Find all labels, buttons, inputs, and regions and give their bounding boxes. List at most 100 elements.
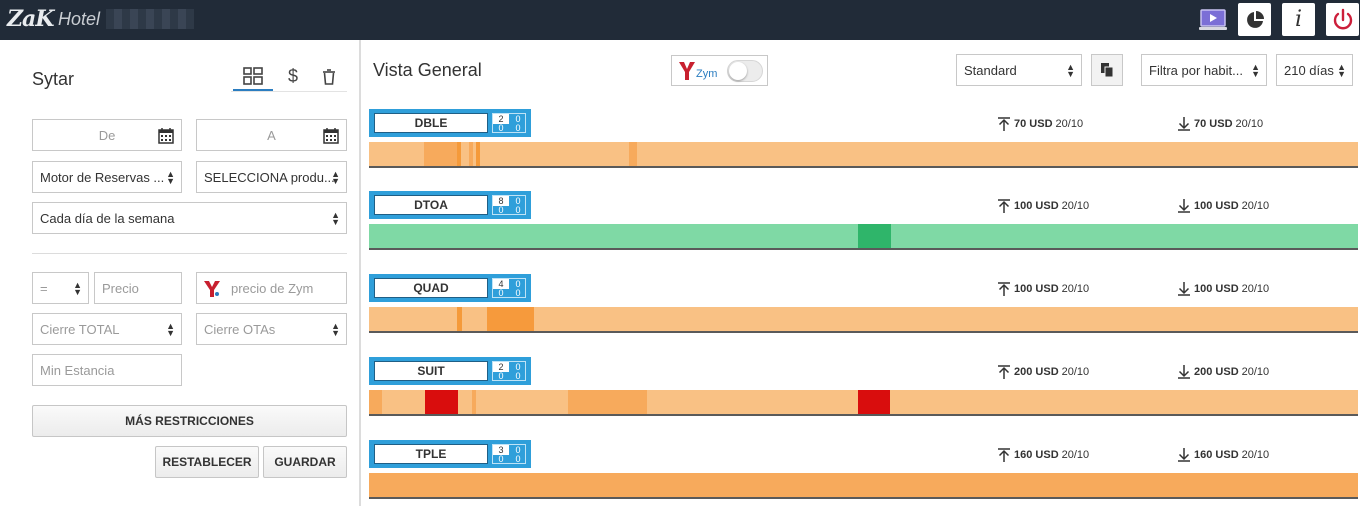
closure-total-select[interactable]: Cierre TOTAL ▲ ▼ (32, 313, 182, 345)
power-icon (1333, 8, 1352, 29)
price-input[interactable]: Precio (94, 272, 182, 304)
min-price-value: 70 USD (1194, 118, 1233, 130)
save-button[interactable]: GUARDAR (263, 446, 347, 478)
availability-segment[interactable] (468, 142, 473, 166)
select-arrows-icon: ▲ ▼ (331, 210, 340, 227)
room-count-detail: 0 (515, 371, 521, 381)
availability-bar[interactable] (369, 390, 1358, 416)
room-count: 2 (493, 114, 509, 124)
days-value: 210 días (1284, 62, 1334, 78)
room-tag[interactable]: QUAD 4 0 0 0 (369, 274, 531, 302)
zym-logo-icon (204, 281, 220, 297)
availability-bar[interactable] (369, 142, 1358, 168)
more-restrictions-button[interactable]: MÁS RESTRICCIONES (32, 405, 347, 437)
availability-bar[interactable] (369, 224, 1358, 250)
room-name[interactable]: SUIT (374, 361, 488, 381)
logout-button[interactable] (1326, 3, 1359, 36)
room-tag[interactable]: SUIT 2 0 0 0 (369, 357, 531, 385)
max-price-date: 20/10 (1061, 449, 1090, 461)
weekday-select[interactable]: Cada día de la semana ▲ ▼ (32, 202, 347, 234)
availability-segment[interactable] (857, 224, 892, 248)
closure-otas-select[interactable]: Cierre OTAs ▲ ▼ (196, 313, 347, 345)
max-price: 200 USD 20/10 (997, 365, 1089, 379)
room-availability: 3 0 0 0 (492, 444, 526, 464)
toggle-knob (729, 62, 747, 80)
booking-engine-select[interactable]: Motor de Reservas ... ▲ ▼ (32, 161, 182, 193)
info-button[interactable]: i (1282, 3, 1315, 36)
operator-select[interactable]: = ▲ ▼ (32, 272, 89, 304)
select-arrows-icon: ▲ ▼ (331, 169, 340, 186)
room-name[interactable]: DBLE (374, 113, 488, 133)
availability-segment[interactable] (425, 390, 458, 414)
availability-bar[interactable] (369, 473, 1358, 499)
max-price-value: 160 USD (1014, 449, 1059, 461)
min-price-date: 20/10 (1241, 283, 1270, 295)
arrow-down-icon (1178, 282, 1190, 296)
room-count-detail: 0 (515, 205, 521, 215)
availability-segment[interactable] (486, 307, 535, 331)
select-arrows-icon: ▲ ▼ (1337, 62, 1346, 79)
min-stay-input[interactable]: Min Estancia (32, 354, 182, 386)
max-price: 100 USD 20/10 (997, 282, 1089, 296)
select-arrows-icon: ▲ ▼ (1066, 62, 1075, 79)
max-price-value: 100 USD (1014, 283, 1059, 295)
availability-segment[interactable] (567, 390, 647, 414)
availability-segment[interactable] (457, 307, 462, 331)
room-tag[interactable]: DTOA 8 0 0 0 (369, 191, 531, 219)
arrow-down-icon (1178, 117, 1190, 131)
select-arrows-icon: ▲ ▼ (73, 280, 82, 297)
room-name[interactable]: TPLE (374, 444, 488, 464)
date-from-field[interactable]: De (32, 119, 182, 151)
availability-segment[interactable] (457, 142, 461, 166)
rates-tab[interactable]: $ (273, 62, 313, 91)
min-price: 200 USD 20/10 (1177, 365, 1269, 379)
room-count-detail: 0 (515, 196, 521, 206)
hotel-label: Hotel (58, 9, 101, 29)
room-filter-select[interactable]: Filtra por habit... ▲ ▼ (1141, 54, 1267, 86)
room-row: DBLE 2 0 0 0 70 USD 20/10 70 USD (369, 109, 1358, 171)
max-price-date: 20/10 (1061, 200, 1090, 212)
room-name[interactable]: DTOA (374, 195, 488, 215)
video-tutorial-button[interactable] (1196, 3, 1229, 36)
panel-tabs: $ (231, 62, 347, 92)
view-select[interactable]: Standard ▲ ▼ (956, 54, 1082, 86)
availability-segment[interactable] (471, 390, 476, 414)
arrow-up-icon (998, 448, 1010, 462)
days-select[interactable]: 210 días ▲ ▼ (1276, 54, 1353, 86)
arrow-up-icon (998, 199, 1010, 213)
min-price-value: 160 USD (1194, 449, 1239, 461)
availability-segment[interactable] (857, 390, 891, 414)
date-to-field[interactable]: A (196, 119, 347, 151)
room-name[interactable]: QUAD (374, 278, 488, 298)
reset-button[interactable]: RESTABLECER (155, 446, 259, 478)
grid-view-tab[interactable] (233, 62, 273, 91)
availability-segment[interactable] (475, 142, 480, 166)
max-price-date: 20/10 (1055, 118, 1084, 130)
room-count-detail: 0 (498, 123, 504, 133)
calendar-icon (323, 128, 339, 144)
availability-segment[interactable] (424, 142, 457, 166)
reports-button[interactable] (1238, 3, 1271, 36)
min-price: 70 USD 20/10 (1177, 117, 1263, 131)
arrow-down-icon (1178, 365, 1190, 379)
room-filter-value: Filtra por habit... (1149, 62, 1243, 78)
availability-bar[interactable] (369, 307, 1358, 333)
app-logo[interactable]: ZaK (7, 6, 54, 32)
max-price: 100 USD 20/10 (997, 199, 1089, 213)
delete-tab[interactable] (309, 62, 349, 91)
max-price: 70 USD 20/10 (997, 117, 1083, 131)
room-count: 4 (493, 279, 509, 289)
room-count-detail: 0 (515, 279, 521, 289)
room-tag[interactable]: TPLE 3 0 0 0 (369, 440, 531, 468)
zym-price-input[interactable]: precio de Zym (196, 272, 347, 304)
toggle-switch[interactable] (727, 60, 763, 82)
room-count: 2 (493, 362, 509, 372)
max-price-date: 20/10 (1061, 366, 1090, 378)
zym-toggle[interactable]: Zym (671, 55, 768, 86)
room-tag[interactable]: DBLE 2 0 0 0 (369, 109, 531, 137)
product-select[interactable]: SELECCIONA produ... ▲ ▼ (196, 161, 347, 193)
copy-button[interactable] (1091, 54, 1123, 86)
availability-segment[interactable] (629, 142, 637, 166)
availability-segment[interactable] (369, 390, 382, 414)
zym-logo-icon (679, 62, 695, 80)
